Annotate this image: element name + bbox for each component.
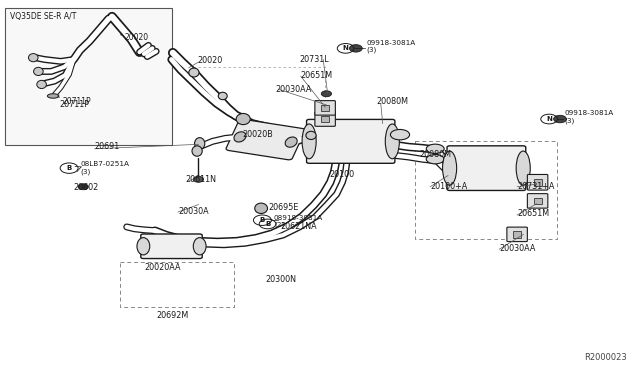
Text: B: B: [260, 217, 265, 223]
Text: N: N: [546, 116, 552, 122]
Bar: [534, 198, 541, 204]
Text: 20020: 20020: [125, 33, 149, 42]
Circle shape: [193, 176, 204, 182]
FancyBboxPatch shape: [507, 227, 527, 242]
Text: 20602: 20602: [74, 183, 99, 192]
Text: 20711P: 20711P: [59, 100, 89, 109]
Text: 20651M: 20651M: [301, 71, 333, 80]
Text: VQ35DE SE-R A/T: VQ35DE SE-R A/T: [10, 12, 76, 21]
FancyBboxPatch shape: [307, 119, 395, 163]
Text: 20080M: 20080M: [419, 150, 451, 159]
Ellipse shape: [47, 94, 59, 98]
Ellipse shape: [234, 132, 246, 142]
Ellipse shape: [443, 151, 457, 185]
Text: 08LB7-0251A
(3): 08LB7-0251A (3): [81, 161, 130, 175]
Bar: [513, 231, 521, 238]
Circle shape: [321, 91, 332, 97]
Circle shape: [349, 45, 362, 52]
Text: 20030A: 20030A: [178, 207, 209, 216]
Ellipse shape: [255, 203, 268, 214]
Bar: [321, 116, 329, 122]
Circle shape: [78, 184, 88, 190]
Ellipse shape: [218, 92, 227, 100]
Text: 20731L: 20731L: [300, 55, 329, 64]
FancyBboxPatch shape: [527, 174, 548, 190]
Text: B: B: [265, 221, 270, 227]
Text: N: N: [342, 45, 349, 51]
Text: 20030AA: 20030AA: [275, 85, 312, 94]
Ellipse shape: [195, 138, 205, 150]
Text: 09918-3081A
(3): 09918-3081A (3): [366, 40, 415, 53]
Ellipse shape: [285, 137, 297, 147]
Ellipse shape: [390, 129, 410, 140]
Ellipse shape: [29, 54, 38, 62]
Ellipse shape: [34, 67, 43, 76]
Ellipse shape: [37, 80, 46, 89]
Text: 20621NA: 20621NA: [280, 222, 317, 231]
Bar: [321, 105, 329, 111]
FancyBboxPatch shape: [315, 112, 335, 126]
Text: 08918-3081A
(2): 08918-3081A (2): [274, 215, 323, 228]
Text: 20100+A: 20100+A: [430, 182, 467, 191]
Ellipse shape: [189, 68, 199, 77]
Text: 20020AA: 20020AA: [144, 263, 180, 272]
Circle shape: [554, 115, 566, 123]
Ellipse shape: [306, 131, 316, 140]
Text: 20300N: 20300N: [266, 275, 296, 283]
Text: 20691: 20691: [95, 142, 120, 151]
Ellipse shape: [193, 238, 206, 255]
Ellipse shape: [137, 238, 150, 255]
FancyBboxPatch shape: [315, 101, 335, 115]
Ellipse shape: [385, 124, 399, 159]
Ellipse shape: [302, 124, 316, 159]
Bar: [534, 179, 541, 186]
Text: 20692M: 20692M: [157, 311, 189, 320]
Ellipse shape: [426, 144, 444, 154]
Ellipse shape: [426, 155, 444, 164]
Text: 20100: 20100: [329, 170, 354, 179]
FancyBboxPatch shape: [141, 234, 202, 259]
Ellipse shape: [516, 151, 530, 185]
FancyBboxPatch shape: [447, 146, 526, 190]
FancyBboxPatch shape: [527, 193, 548, 208]
FancyBboxPatch shape: [226, 119, 305, 160]
Text: 20695E: 20695E: [269, 203, 299, 212]
Text: B: B: [67, 165, 72, 171]
Text: 20030AA: 20030AA: [499, 244, 536, 253]
Ellipse shape: [192, 146, 202, 156]
Text: 20731+A: 20731+A: [517, 182, 554, 190]
Ellipse shape: [236, 113, 250, 125]
Text: 20711P: 20711P: [63, 97, 92, 106]
Text: 20020B: 20020B: [242, 130, 273, 139]
Text: 09918-3081A
(3): 09918-3081A (3): [564, 110, 614, 124]
Text: R2000023: R2000023: [584, 353, 627, 362]
Bar: [5, 8, 172, 145]
Text: 20020: 20020: [197, 56, 222, 65]
Text: 20651M: 20651M: [517, 209, 549, 218]
Text: 20611N: 20611N: [186, 175, 216, 184]
Text: 20080M: 20080M: [376, 97, 408, 106]
